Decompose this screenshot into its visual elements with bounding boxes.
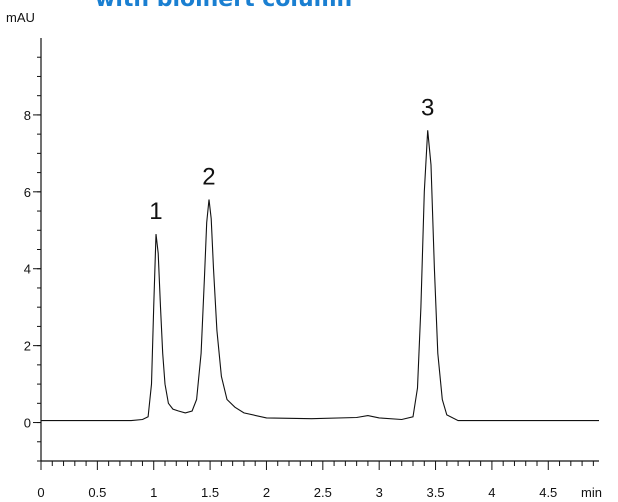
series-line-chromatogram — [41, 130, 599, 422]
y-tick-label: 0 — [24, 416, 31, 431]
peak-label: 2 — [202, 164, 215, 191]
x-tick-label: 2 — [263, 485, 270, 500]
peak-labels: 1 2 3 — [149, 94, 434, 225]
y-tick-label: 2 — [24, 339, 31, 354]
peak-label: 1 — [149, 198, 162, 225]
x-axis-label: min — [581, 485, 602, 500]
x-tick-label: 4 — [488, 485, 495, 500]
x-tick-label: 1 — [150, 485, 157, 500]
y-tick-label: 6 — [24, 185, 31, 200]
x-tick-label: 2.5 — [314, 485, 332, 500]
x-tick-label: 1.5 — [201, 485, 219, 500]
x-tick-label: 3 — [376, 485, 383, 500]
x-tick-label: 3.5 — [427, 485, 445, 500]
axis-ticks: 0 2 4 6 8 0 0.5 1 1.5 2 2.5 3 3.5 4 4.5 — [24, 56, 594, 500]
x-tick-label: 4.5 — [539, 485, 557, 500]
x-tick-label: 0 — [37, 485, 44, 500]
peak-label: 3 — [421, 94, 434, 121]
y-axis-label: mAU — [6, 10, 35, 25]
y-tick-label: 8 — [24, 108, 31, 123]
chart-title: with bioinert column — [95, 0, 352, 12]
x-tick-label: 0.5 — [88, 485, 106, 500]
y-tick-label: 4 — [24, 262, 31, 277]
